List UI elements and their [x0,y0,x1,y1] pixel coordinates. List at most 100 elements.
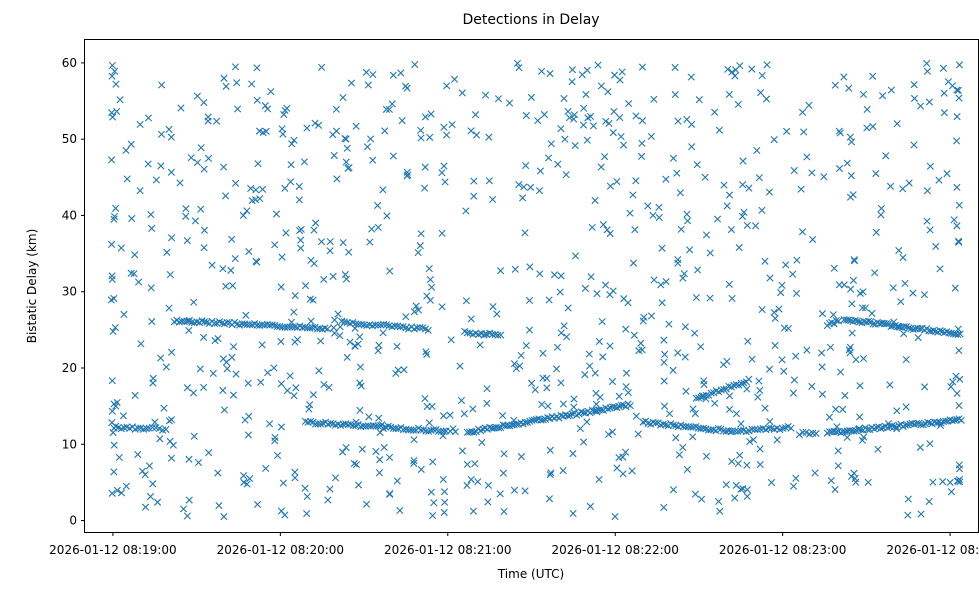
detection-point [342,444,350,452]
detection-point [784,324,792,333]
detection-point [153,498,162,506]
detection-point [272,210,281,218]
detection-point [320,275,328,284]
detection-point [694,266,702,274]
detection-point [766,417,774,426]
detection-point [832,316,840,325]
detection-point [152,176,160,184]
detection-point [929,326,937,335]
detection-point [325,383,333,391]
detection-point [193,158,202,167]
detection-point [882,152,890,160]
detection-point [288,140,296,148]
detection-point [108,407,116,415]
detection-point [404,171,412,179]
detection-point [515,64,523,72]
detection-point [569,450,577,458]
detection-point [223,318,231,327]
detection-point [373,201,382,210]
detection-point [683,217,692,225]
detection-point [364,81,372,89]
detection-point [923,187,932,195]
detection-point [448,120,456,129]
detection-point [910,94,919,103]
detection-point [680,270,688,278]
detection-point [560,322,568,330]
axes-frame [84,39,979,533]
detection-point [594,61,602,69]
detection-point [872,228,880,236]
detection-point [665,410,674,418]
detection-point [596,393,604,401]
detection-point [936,421,945,429]
detection-point [412,302,420,310]
detection-point [775,305,783,313]
detection-point [352,122,360,130]
x-tick-label: 2026-01-12 08:24:00 [886,543,979,557]
detection-point [570,403,578,411]
detection-point [588,223,596,231]
detection-point [147,284,155,292]
x-tick-label: 2026-01-12 08:19:00 [49,543,176,557]
detection-point [660,358,668,366]
detection-point [947,488,956,496]
detection-point [167,168,175,176]
detection-point [243,207,251,215]
detection-point [264,105,272,113]
detection-point [818,390,827,398]
detection-point [556,288,564,296]
detection-point [902,323,911,331]
detection-point [923,59,931,68]
detection-point [698,392,706,400]
detection-point [889,284,897,292]
detection-point [647,132,655,141]
detection-point [955,465,964,473]
detection-point [416,242,424,250]
detection-point [601,281,610,289]
detection-point [856,382,864,390]
detection-point [746,437,754,446]
detection-point [852,356,860,364]
detection-point [644,202,652,210]
detection-point [613,177,621,186]
detection-point [893,425,901,433]
detection-point [375,414,383,422]
detection-point [460,410,468,418]
detection-point [141,471,149,479]
detection-point [552,365,561,373]
detection-point [771,341,779,350]
detection-point [869,72,877,80]
detection-point [895,421,903,430]
detection-point [231,179,240,187]
detection-point [232,370,240,378]
detection-point [426,275,434,284]
detection-point [689,433,697,441]
detection-point [416,323,424,332]
detection-point [848,300,856,308]
detection-point [271,437,279,445]
detection-point [626,402,634,410]
detection-point [484,481,492,489]
detection-point [108,489,116,497]
detection-point [884,420,893,428]
detection-point [902,355,910,364]
detection-point [369,70,377,79]
detection-point [789,482,798,490]
detection-point [148,224,156,232]
detection-point [167,416,176,424]
detection-point [330,324,338,332]
detection-point [246,475,254,483]
detection-point [586,112,595,121]
detection-point [650,95,658,103]
detection-point [843,159,851,167]
detection-point [517,453,526,461]
detection-point [363,143,372,151]
detection-point [385,453,394,462]
detection-point [738,212,747,220]
detection-point [191,217,199,225]
detection-point [655,203,663,211]
x-tick-label: 2026-01-12 08:23:00 [719,543,846,557]
detection-point [926,162,934,170]
detection-point [420,184,429,192]
detection-point [290,392,298,400]
